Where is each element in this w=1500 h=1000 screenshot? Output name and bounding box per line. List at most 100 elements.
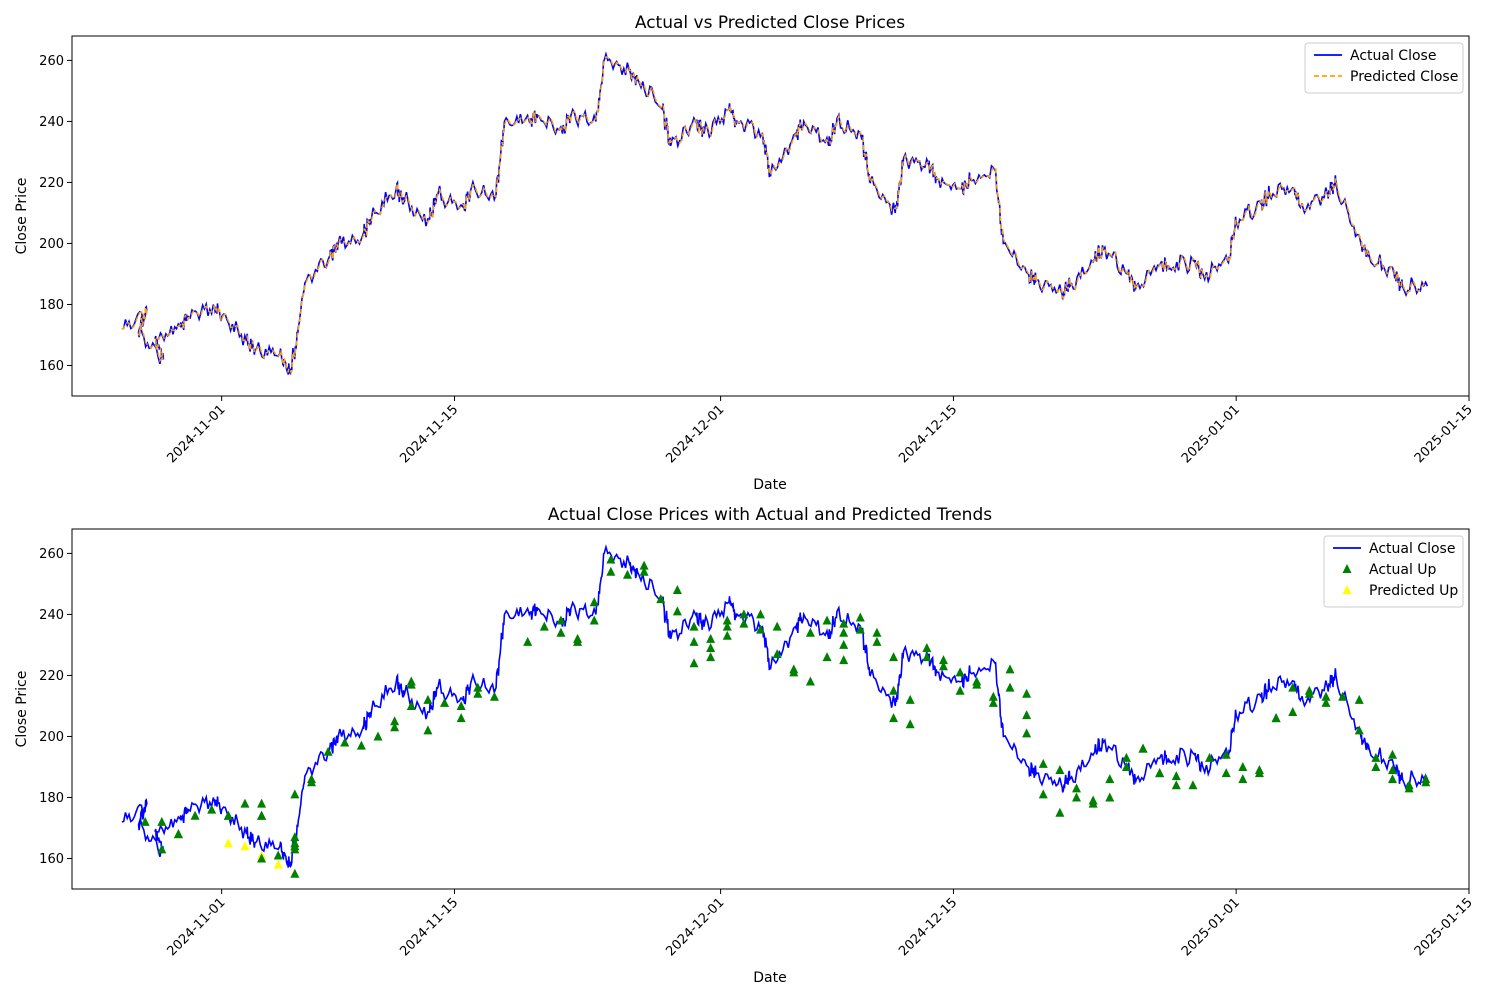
- marker-actual-up: [306, 774, 316, 784]
- marker-actual-up: [257, 798, 267, 808]
- x-tick-label: 2025-01-01: [1179, 402, 1243, 466]
- legend: Actual Close Predicted Close: [1304, 42, 1464, 94]
- marker-actual-up: [406, 700, 416, 710]
- marker-actual-up: [1188, 780, 1198, 790]
- marker-actual-up: [190, 810, 200, 820]
- marker-actual-up: [1022, 728, 1032, 738]
- marker-actual-up: [988, 691, 998, 701]
- marker-actual-up: [489, 691, 499, 701]
- axes-frame: [71, 528, 1470, 890]
- y-tick-label: 160: [39, 852, 64, 867]
- marker-actual-up: [157, 844, 167, 854]
- chart-title: Actual vs Predicted Close Prices: [635, 13, 905, 33]
- marker-actual-up: [822, 652, 832, 662]
- chart-title: Actual Close Prices with Actual and Pred…: [548, 505, 992, 525]
- y-axis-label: Close Price: [14, 178, 30, 255]
- marker-actual-up: [1005, 664, 1015, 674]
- series-predicted-close-line: [121, 56, 1428, 375]
- marker-actual-up: [290, 789, 300, 799]
- marker-actual-up: [1321, 697, 1331, 707]
- marker-actual-up: [739, 609, 749, 619]
- marker-actual-up: [606, 554, 616, 564]
- marker-actual-up: [1254, 765, 1264, 775]
- marker-actual-up: [1404, 780, 1414, 790]
- marker-actual-up: [423, 694, 433, 704]
- marker-actual-up: [839, 655, 849, 665]
- x-tick-label: 2024-12-01: [663, 402, 727, 466]
- x-axis-label: Date: [753, 970, 786, 986]
- marker-actual-up: [390, 716, 400, 726]
- marker-actual-up: [889, 685, 899, 695]
- marker-actual-up: [955, 685, 965, 695]
- marker-actual-up: [1171, 771, 1181, 781]
- legend-swatch: [1342, 585, 1352, 594]
- plot-area: 160 180 200 220 240 260 2024-11-01 2024-11-15 20…: [39, 35, 1476, 466]
- marker-actual-up: [207, 804, 217, 814]
- marker-actual-up: [872, 627, 882, 637]
- marker-actual-up: [240, 798, 250, 808]
- marker-actual-up: [1288, 707, 1298, 717]
- legend-label: Actual Close: [1350, 48, 1436, 64]
- marker-actual-up: [440, 697, 450, 707]
- y-tick-label: 180: [39, 298, 64, 313]
- marker-actual-up: [706, 642, 716, 652]
- marker-actual-up: [1022, 688, 1032, 698]
- marker-actual-up: [905, 694, 915, 704]
- marker-actual-up: [589, 597, 599, 607]
- marker-actual-up: [706, 633, 716, 643]
- x-tick-label: 2025-01-01: [1179, 895, 1243, 959]
- marker-actual-up: [905, 719, 915, 729]
- marker-actual-up: [157, 816, 167, 826]
- marker-actual-up: [423, 725, 433, 735]
- marker-actual-up: [273, 850, 283, 860]
- marker-actual-up: [589, 615, 599, 625]
- marker-actual-up: [290, 841, 300, 851]
- marker-actual-up: [689, 621, 699, 631]
- y-tick-label: 220: [39, 669, 64, 684]
- marker-actual-up: [855, 612, 865, 622]
- marker-actual-up: [672, 585, 682, 595]
- chart-actual-vs-predicted: Actual vs Predicted Close Prices 160 180 2…: [14, 13, 1476, 493]
- marker-actual-up: [722, 615, 732, 625]
- marker-actual-up: [1354, 694, 1364, 704]
- y-tick-label: 160: [39, 359, 64, 374]
- marker-actual-up: [473, 688, 483, 698]
- legend: Actual Close Actual Up Predicted Up: [1323, 535, 1464, 608]
- marker-actual-up: [1221, 768, 1231, 778]
- y-tick-label: 260: [39, 547, 64, 562]
- marker-actual-up: [772, 649, 782, 659]
- legend-frame: [1304, 42, 1464, 94]
- marker-actual-up: [1088, 798, 1098, 808]
- marker-actual-up: [140, 816, 150, 826]
- y-axis-label: Close Price: [14, 671, 30, 748]
- marker-actual-up: [1038, 758, 1048, 768]
- marker-actual-up: [1338, 691, 1348, 701]
- x-tick-label: 2024-12-15: [896, 895, 960, 959]
- y-tick-label: 220: [39, 176, 64, 191]
- marker-actual-up: [1371, 761, 1381, 771]
- marker-actual-up: [1155, 768, 1165, 778]
- marker-actual-up: [639, 560, 649, 570]
- y-tick-label: 240: [39, 608, 64, 623]
- marker-actual-up: [872, 636, 882, 646]
- marker-actual-up: [988, 697, 998, 707]
- marker-actual-up: [173, 829, 183, 839]
- marker-actual-up: [1304, 685, 1314, 695]
- marker-actual-up: [1354, 725, 1364, 735]
- marker-actual-up: [1205, 752, 1215, 762]
- series-group: [121, 544, 1431, 878]
- y-tick-label: 200: [39, 237, 64, 252]
- legend-label: Actual Up: [1369, 562, 1437, 578]
- marker-actual-up: [373, 731, 383, 741]
- x-tick-label: 2025-01-15: [1412, 895, 1476, 959]
- x-tick-label: 2024-12-01: [663, 895, 727, 959]
- marker-actual-up: [1421, 774, 1431, 784]
- marker-actual-up: [1238, 774, 1248, 784]
- marker-group-actual-up: [140, 554, 1431, 878]
- marker-actual-up: [739, 618, 749, 628]
- marker-actual-up: [406, 676, 416, 686]
- x-axis-label: Date: [753, 477, 786, 493]
- marker-actual-up: [340, 737, 350, 747]
- plot-area: 160 180 200 220 240 260 2024-11-01 2024-11-15 20…: [39, 528, 1476, 959]
- marker-actual-up: [805, 676, 815, 686]
